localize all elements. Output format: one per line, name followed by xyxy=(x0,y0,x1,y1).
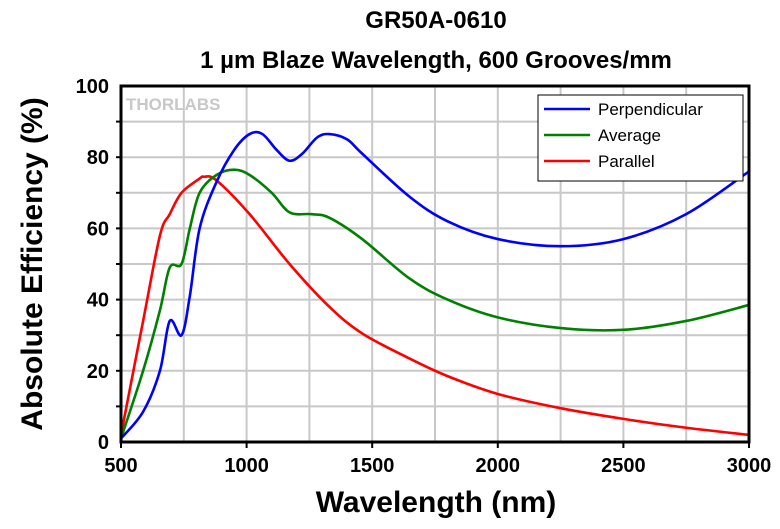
legend-label-average: Average xyxy=(598,126,661,145)
legend-label-parallel: Parallel xyxy=(598,152,655,171)
x-tick-label: 500 xyxy=(104,455,137,477)
x-tick-label: 1000 xyxy=(224,455,269,477)
axis-ticks: 500 1000 1500 2000 2500 3000 0 20 40 60 80 100 xyxy=(76,76,772,477)
legend: Perpendicular Average Parallel xyxy=(537,94,744,182)
y-tick-label: 100 xyxy=(76,76,109,98)
series-line-average xyxy=(119,168,750,439)
series-line-perpendicular xyxy=(119,130,750,440)
x-tick-label: 3000 xyxy=(727,455,772,477)
y-tick-label: 80 xyxy=(87,147,109,169)
legend-label-perpendicular: Perpendicular xyxy=(598,100,703,119)
x-tick-label: 2500 xyxy=(601,455,646,477)
y-tick-label: 40 xyxy=(87,290,109,312)
y-tick-label: 0 xyxy=(98,432,109,454)
x-axis-label: Wavelength (nm) xyxy=(316,486,557,519)
chart-title: GR50A-0610 xyxy=(365,7,506,34)
series-line-parallel xyxy=(119,175,750,437)
watermark-logo: THORLABS xyxy=(126,95,220,114)
series-lines xyxy=(119,130,750,440)
x-tick-label: 2000 xyxy=(476,455,521,477)
chart-subtitle: 1 µm Blaze Wavelength, 600 Grooves/mm xyxy=(200,47,672,74)
x-tick-label: 1500 xyxy=(350,455,395,477)
y-tick-label: 20 xyxy=(87,361,109,383)
grid xyxy=(121,86,749,442)
y-axis-label: Absolute Efficiency (%) xyxy=(16,97,49,430)
y-tick-label: 60 xyxy=(87,218,109,240)
